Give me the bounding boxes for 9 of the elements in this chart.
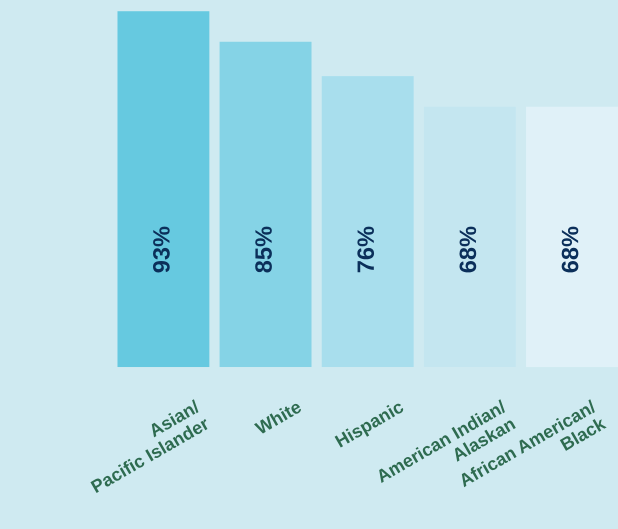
data-label: 85% (255, 226, 272, 273)
bar (220, 42, 312, 368)
data-label: 93% (153, 226, 170, 272)
bar (117, 11, 210, 368)
data-label: 68% (562, 226, 578, 272)
x-tick-label: White (254, 399, 302, 436)
bar (322, 76, 414, 368)
data-label: 76% (357, 226, 374, 272)
data-label: 68% (459, 226, 476, 272)
